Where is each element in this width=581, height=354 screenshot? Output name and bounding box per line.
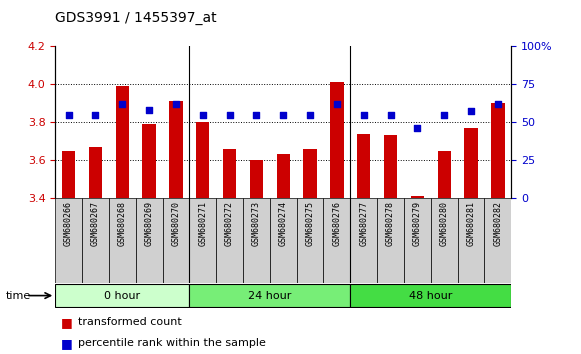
Text: GSM680278: GSM680278 <box>386 201 395 246</box>
Bar <box>250 160 263 198</box>
Text: GSM680267: GSM680267 <box>91 201 100 246</box>
Bar <box>55 285 189 307</box>
Bar <box>109 198 136 283</box>
Point <box>279 112 288 118</box>
Text: GSM680274: GSM680274 <box>279 201 288 246</box>
Bar <box>384 136 397 198</box>
Text: ■: ■ <box>61 316 73 329</box>
Bar <box>163 198 189 283</box>
Point <box>117 101 127 107</box>
Bar <box>458 198 485 283</box>
Bar <box>189 285 350 307</box>
Bar <box>330 82 343 198</box>
Bar <box>431 198 458 283</box>
Text: GSM680276: GSM680276 <box>332 201 342 246</box>
Bar <box>411 196 424 198</box>
Bar <box>357 133 371 198</box>
Bar <box>437 151 451 198</box>
Bar <box>55 198 82 283</box>
Point <box>64 112 73 118</box>
Bar <box>196 122 210 198</box>
Point <box>493 101 503 107</box>
Bar <box>404 198 431 283</box>
Text: 0 hour: 0 hour <box>104 291 141 301</box>
Bar <box>89 147 102 198</box>
Bar <box>377 198 404 283</box>
Bar <box>324 198 350 283</box>
Text: percentile rank within the sample: percentile rank within the sample <box>78 338 266 348</box>
Bar <box>189 198 216 283</box>
Bar <box>491 103 504 198</box>
Text: time: time <box>6 291 31 301</box>
Text: 48 hour: 48 hour <box>409 291 453 301</box>
Text: ■: ■ <box>61 337 73 350</box>
Text: GSM680272: GSM680272 <box>225 201 234 246</box>
Point <box>440 112 449 118</box>
Bar <box>243 198 270 283</box>
Text: GSM680281: GSM680281 <box>467 201 475 246</box>
Bar <box>62 151 76 198</box>
Text: transformed count: transformed count <box>78 317 182 327</box>
Point <box>359 112 368 118</box>
Point <box>332 101 342 107</box>
Bar <box>297 198 324 283</box>
Bar <box>277 154 290 198</box>
Text: GSM680266: GSM680266 <box>64 201 73 246</box>
Point <box>386 112 395 118</box>
Text: GSM680268: GSM680268 <box>118 201 127 246</box>
Text: GSM680270: GSM680270 <box>171 201 181 246</box>
Text: GSM680279: GSM680279 <box>413 201 422 246</box>
Point <box>413 125 422 131</box>
Text: GDS3991 / 1455397_at: GDS3991 / 1455397_at <box>55 11 217 25</box>
Point <box>306 112 315 118</box>
Bar <box>116 86 129 198</box>
Point <box>145 107 154 113</box>
Bar <box>223 149 236 198</box>
Bar <box>350 285 511 307</box>
Bar <box>142 124 156 198</box>
Text: GSM680275: GSM680275 <box>306 201 314 246</box>
Point <box>91 112 100 118</box>
Bar <box>82 198 109 283</box>
Bar <box>485 198 511 283</box>
Text: GSM680273: GSM680273 <box>252 201 261 246</box>
Point <box>467 109 476 114</box>
Text: GSM680269: GSM680269 <box>145 201 153 246</box>
Text: GSM680282: GSM680282 <box>493 201 503 246</box>
Bar <box>350 198 377 283</box>
Bar <box>136 198 163 283</box>
Text: GSM680280: GSM680280 <box>440 201 449 246</box>
Bar <box>303 149 317 198</box>
Text: GSM680271: GSM680271 <box>198 201 207 246</box>
Text: 24 hour: 24 hour <box>248 291 292 301</box>
Bar <box>216 198 243 283</box>
Text: GSM680277: GSM680277 <box>359 201 368 246</box>
Point <box>171 101 181 107</box>
Bar <box>270 198 297 283</box>
Bar <box>169 101 182 198</box>
Point <box>252 112 261 118</box>
Point <box>198 112 207 118</box>
Point <box>225 112 234 118</box>
Bar <box>464 128 478 198</box>
